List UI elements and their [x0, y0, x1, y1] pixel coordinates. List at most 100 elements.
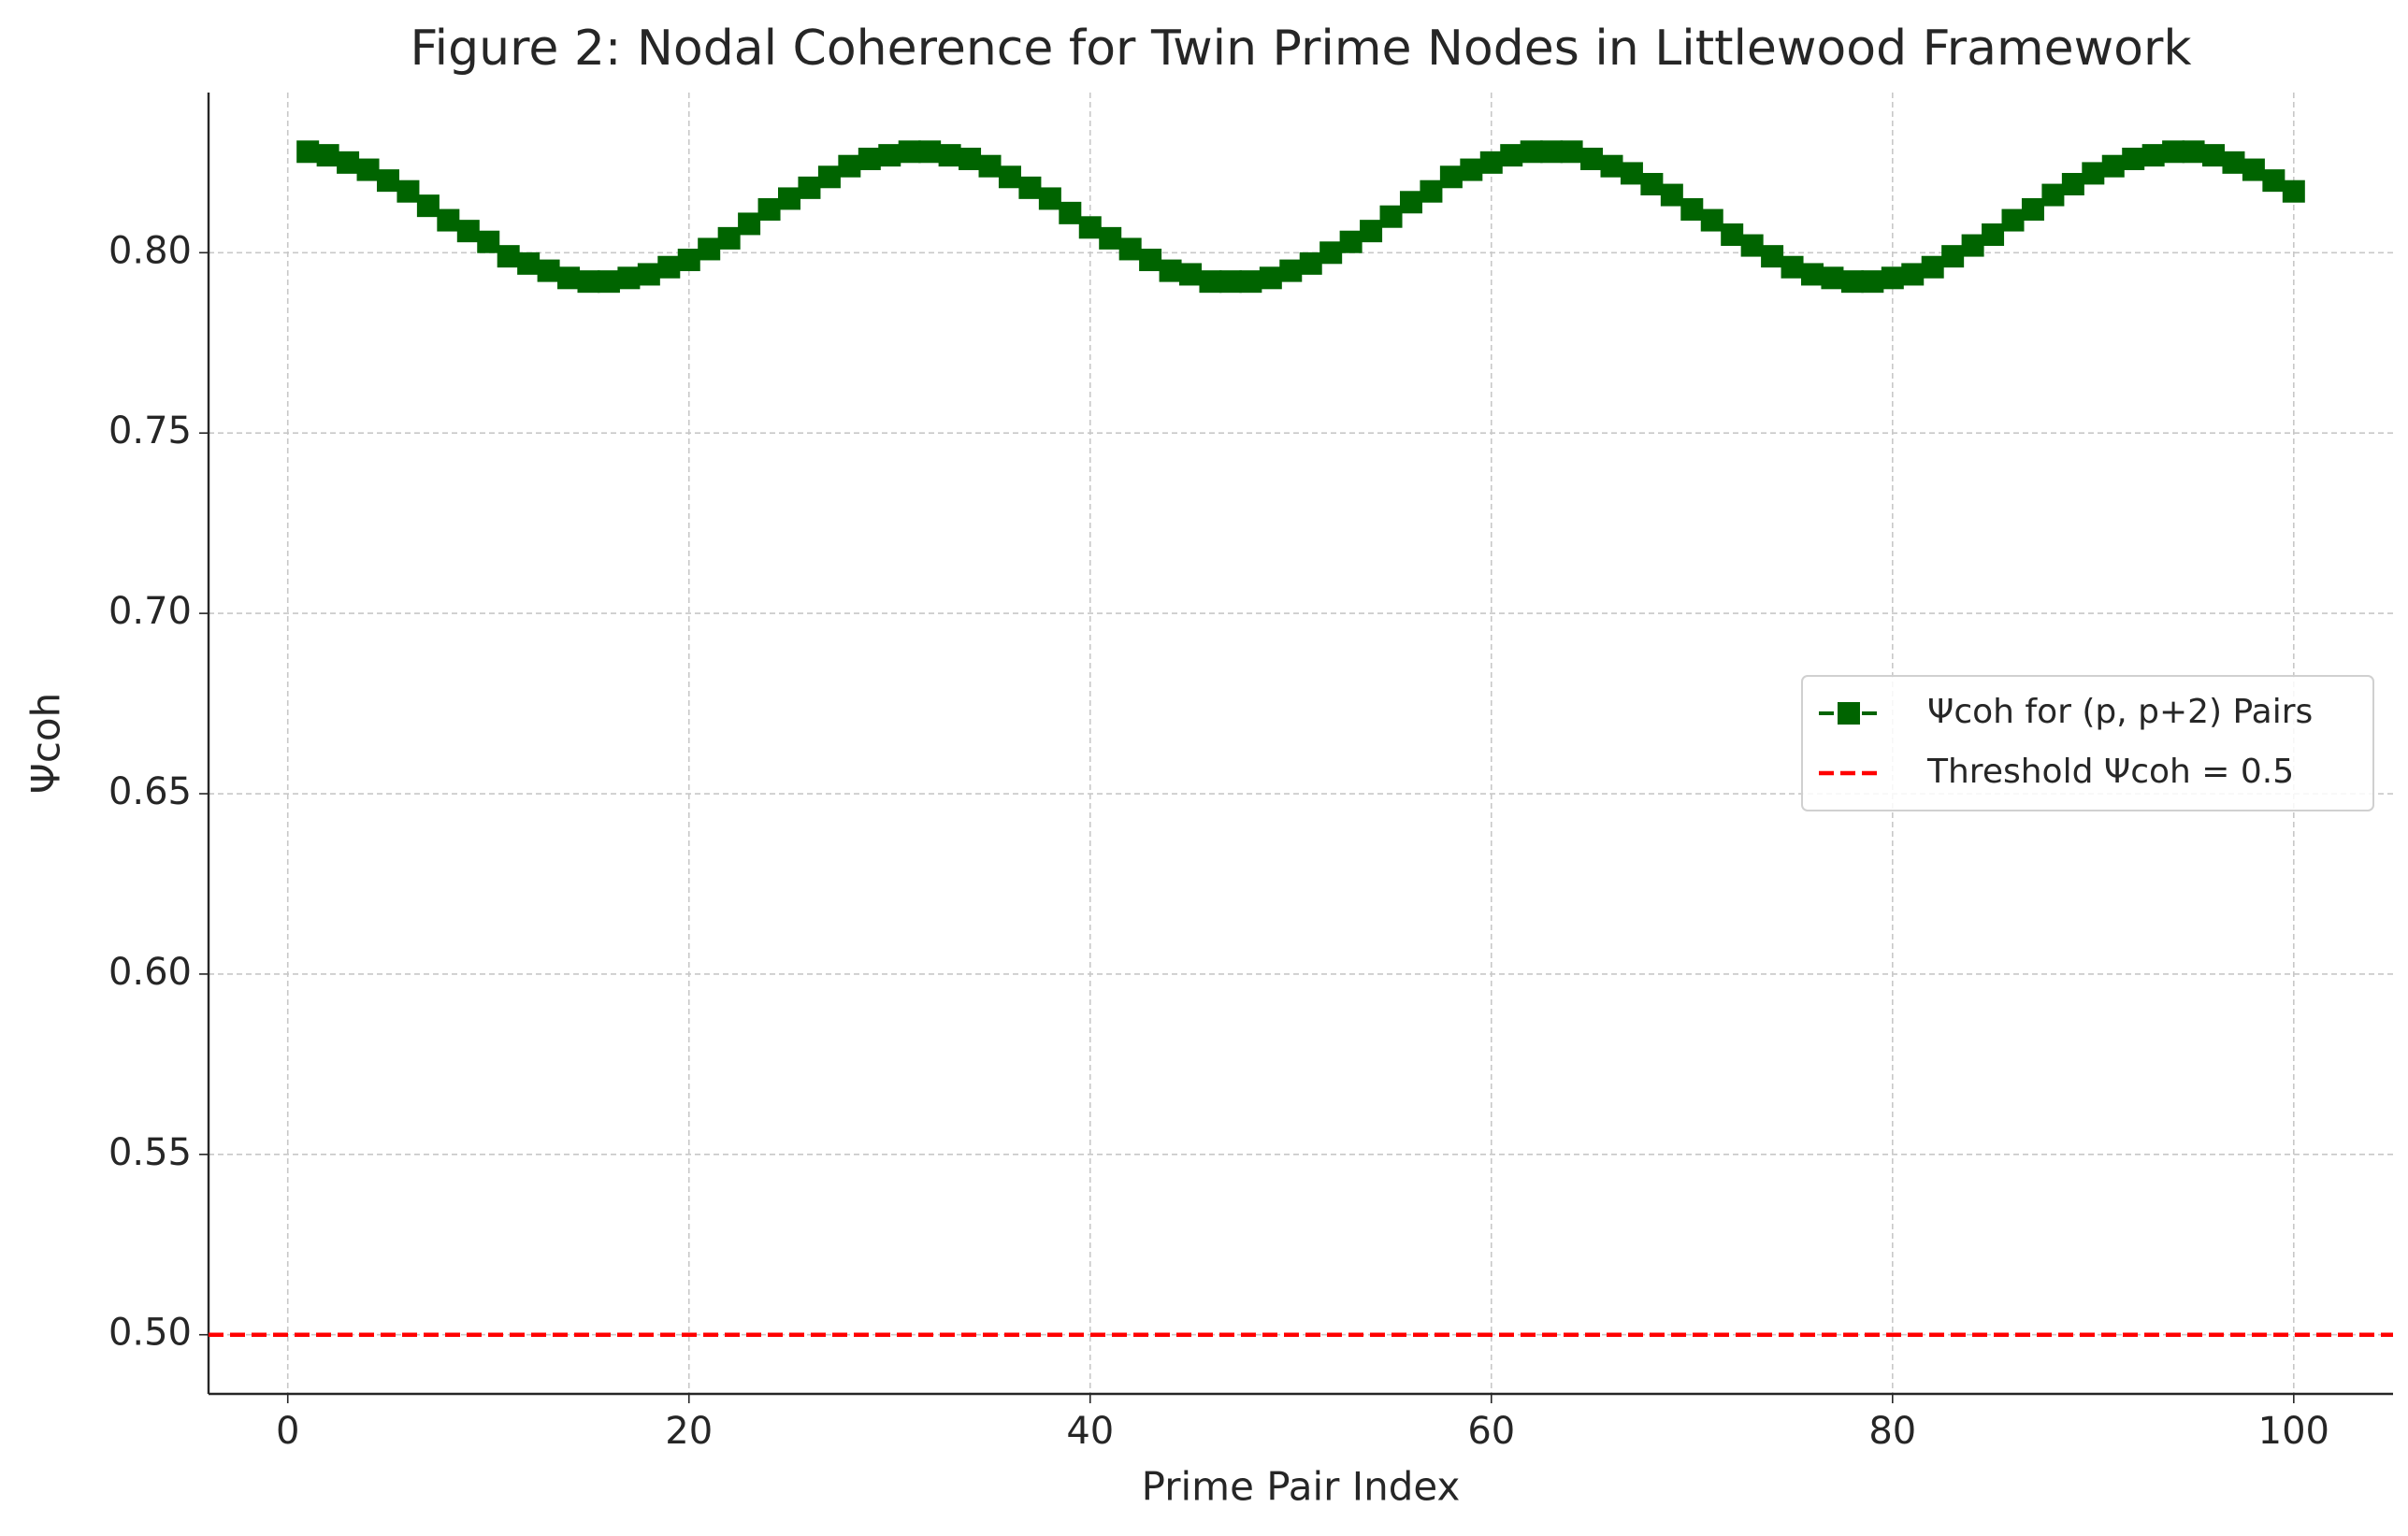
marker [1800, 263, 1824, 286]
marker [1179, 263, 1203, 286]
marker [2282, 179, 2305, 203]
marker [2202, 144, 2226, 167]
marker [1921, 255, 1944, 279]
marker [537, 259, 560, 282]
marker [1420, 179, 1443, 203]
marker [1982, 223, 2005, 247]
legend-marker [1838, 702, 1860, 725]
marker [497, 245, 520, 268]
marker [637, 263, 660, 286]
marker [1781, 255, 1804, 279]
marker [817, 165, 841, 189]
marker [2162, 140, 2185, 164]
marker [1479, 151, 1503, 174]
marker [898, 140, 921, 164]
x-tick-label: 40 [1066, 1410, 1114, 1453]
marker [1540, 140, 1564, 164]
marker [1740, 234, 1764, 257]
marker [356, 158, 380, 181]
marker [959, 147, 982, 170]
marker [858, 147, 881, 170]
marker [1399, 191, 1422, 214]
marker [1199, 270, 1222, 294]
marker [1520, 140, 1543, 164]
marker [1139, 249, 1162, 272]
legend-box [1801, 675, 2374, 811]
marker [1821, 266, 1844, 290]
marker [1360, 220, 1383, 243]
marker [1439, 165, 1463, 189]
marker [517, 251, 541, 275]
marker [477, 230, 500, 253]
marker [2222, 151, 2245, 174]
marker [1941, 245, 1965, 268]
marker [1279, 259, 1303, 282]
marker [717, 226, 741, 250]
y-tick-label: 0.60 [108, 951, 192, 994]
marker [597, 270, 620, 294]
marker [1299, 251, 1322, 275]
y-tick-label: 0.50 [108, 1312, 192, 1355]
marker [1761, 245, 1784, 268]
marker [978, 154, 1002, 178]
marker [1118, 237, 1142, 261]
x-tick-label: 0 [276, 1410, 299, 1453]
marker [2021, 198, 2044, 222]
marker [657, 255, 681, 279]
y-tick-label: 0.65 [108, 770, 192, 813]
marker [2041, 183, 2065, 207]
marker [2101, 154, 2125, 178]
marker [1038, 187, 1061, 210]
marker [2001, 208, 2025, 232]
marker [1600, 154, 1623, 178]
marker [1379, 205, 1403, 228]
marker [1721, 223, 1744, 247]
marker [1580, 147, 1604, 170]
marker [1620, 162, 1643, 185]
marker [798, 176, 821, 199]
marker [1460, 158, 1483, 181]
marker [1339, 230, 1363, 253]
marker [1700, 208, 1723, 232]
marker [2242, 158, 2265, 181]
marker [1560, 140, 1583, 164]
marker [1078, 216, 1102, 239]
y-tick-label: 0.55 [108, 1131, 192, 1174]
marker [456, 220, 480, 243]
marker [998, 165, 1021, 189]
marker [2082, 162, 2105, 185]
marker [397, 179, 420, 203]
x-tick-label: 80 [1868, 1410, 1916, 1453]
marker [316, 144, 339, 167]
marker [1961, 234, 1984, 257]
marker [296, 140, 320, 164]
marker [617, 266, 641, 290]
marker [938, 144, 961, 167]
marker [2122, 147, 2145, 170]
legend-label: Ψcoh for (p, p+2) Pairs [1927, 693, 2313, 731]
marker [1640, 172, 1664, 195]
marker [778, 187, 801, 210]
marker [1218, 270, 1242, 294]
marker [1840, 270, 1864, 294]
marker [1018, 176, 1042, 199]
marker [1059, 201, 1082, 224]
marker [1259, 266, 1282, 290]
marker [1881, 266, 1904, 290]
marker [1319, 241, 1343, 265]
x-tick-label: 100 [2258, 1410, 2329, 1453]
chart-title: Figure 2: Nodal Coherence for Twin Prime… [411, 21, 2192, 77]
marker [337, 151, 360, 174]
marker [878, 144, 901, 167]
y-tick-label: 0.80 [108, 229, 192, 272]
marker [1901, 263, 1925, 286]
marker [738, 212, 761, 236]
marker [1239, 270, 1262, 294]
y-tick-label: 0.70 [108, 590, 192, 633]
marker [838, 154, 861, 178]
marker [1159, 259, 1182, 282]
marker [1861, 270, 1884, 294]
x-tick-label: 60 [1467, 1410, 1515, 1453]
marker [2182, 140, 2205, 164]
